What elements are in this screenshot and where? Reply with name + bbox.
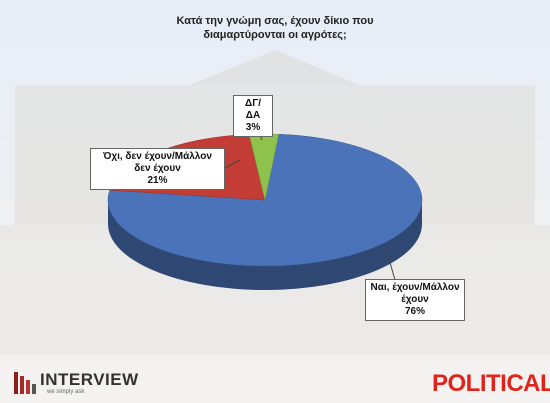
logo: INTERVIEW xyxy=(40,370,139,389)
value-label: 3% xyxy=(245,122,261,133)
value-label: 76% xyxy=(404,306,425,317)
logo: POLITICAL xyxy=(432,370,550,397)
data-label: Όχι, δεν έχουν/Μάλλον δεν έχουν 21% xyxy=(90,148,225,190)
data-label: ΔΓ/ΔΑ 3% xyxy=(233,95,273,137)
slice-side xyxy=(108,200,422,290)
tagline: we simply ask xyxy=(47,389,85,395)
label-name: ΔΓ/ΔΑ xyxy=(245,98,261,121)
label-name: Όχι, δεν έχουν/Μάλλον δεν έχουν xyxy=(103,151,212,174)
logo-bars xyxy=(14,372,36,394)
label-name: Ναι, έχουν/Μάλλον έχουν xyxy=(370,282,460,305)
value-label: 21% xyxy=(147,175,168,186)
data-label: Ναι, έχουν/Μάλλον έχουν 76% xyxy=(365,279,465,321)
chart-title: Κατά την γνώμη σας, έχουν δίκιο που διαμ… xyxy=(176,15,374,41)
